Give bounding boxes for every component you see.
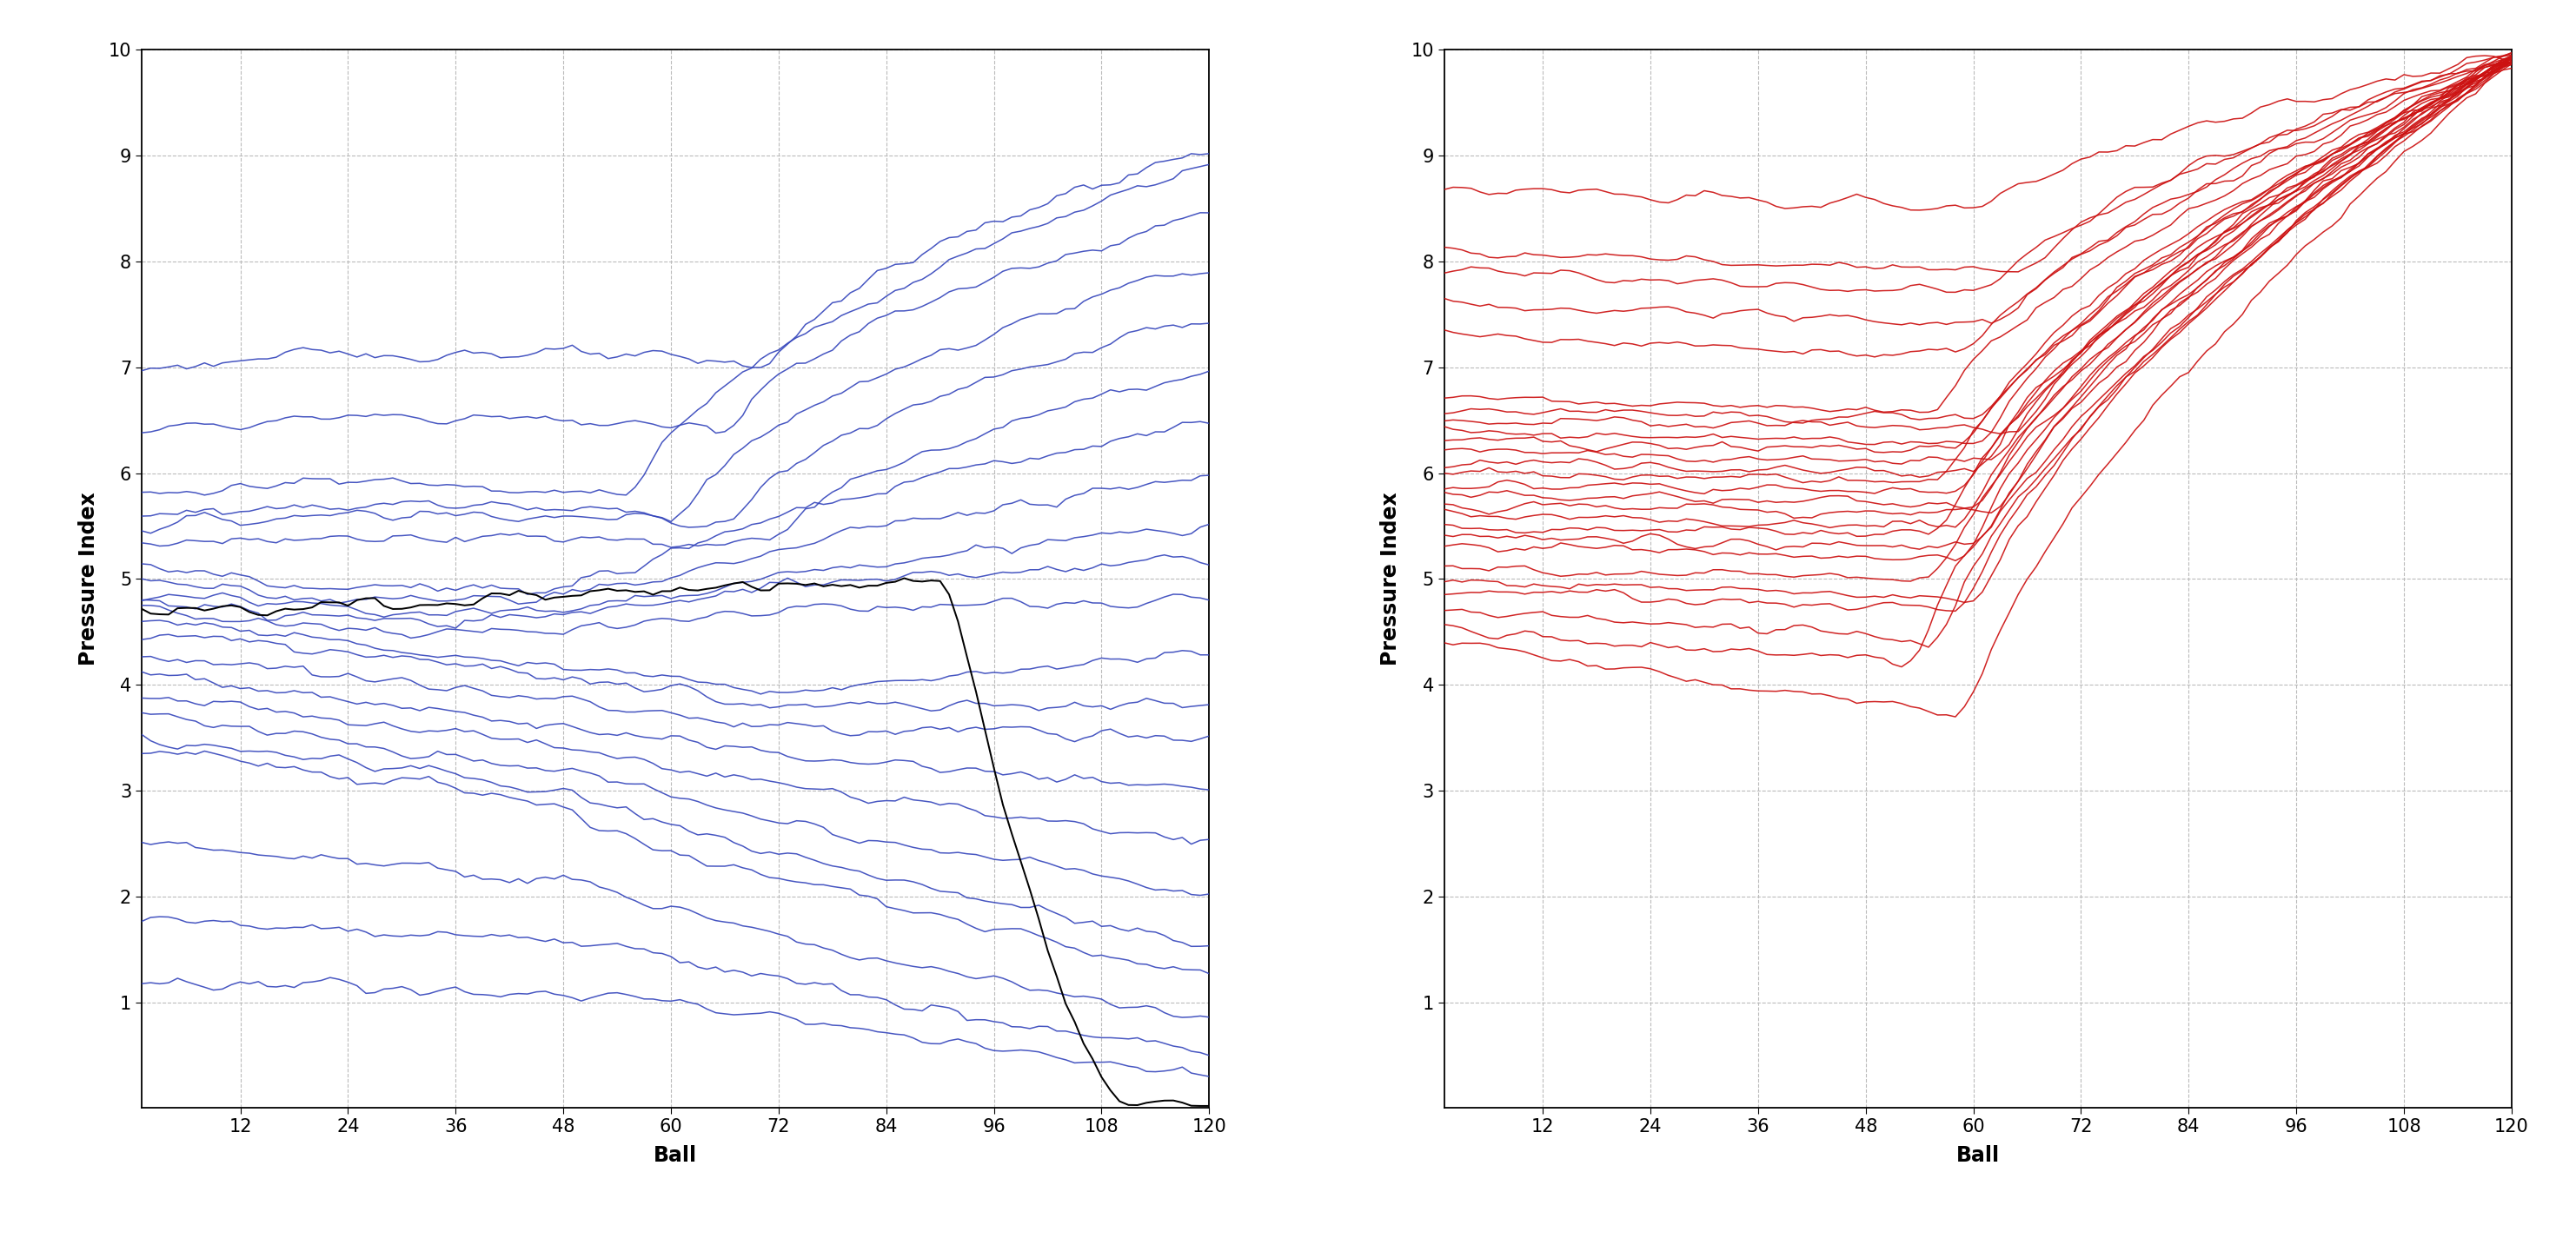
- Y-axis label: Pressure Index: Pressure Index: [77, 492, 98, 666]
- Y-axis label: Pressure Index: Pressure Index: [1381, 492, 1401, 666]
- X-axis label: Ball: Ball: [654, 1145, 698, 1167]
- X-axis label: Ball: Ball: [1955, 1145, 1999, 1167]
